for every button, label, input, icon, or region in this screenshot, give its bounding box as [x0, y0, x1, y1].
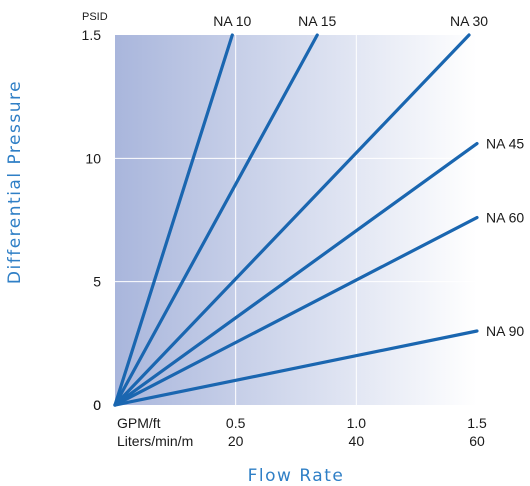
x-unit-label-gpm: GPM/ft	[117, 415, 161, 431]
series-label: NA 30	[450, 13, 488, 29]
series-line-na-30	[113, 33, 471, 407]
series-label: NA 60	[486, 210, 524, 226]
y-tick-label: 0	[93, 397, 101, 413]
y-tick-label: 1.5	[82, 27, 102, 43]
x-tick-label-gpm: 1.5	[467, 415, 487, 431]
series-label: NA 90	[486, 323, 524, 339]
x-tick-label-lpm: 40	[349, 433, 365, 449]
x-tick-label-gpm: 0.5	[226, 415, 246, 431]
series-line-na-10	[113, 33, 234, 407]
origin-label: 0	[93, 397, 101, 413]
x-tick-label-gpm: 1.0	[347, 415, 367, 431]
x-tick-label-lpm: 20	[228, 433, 244, 449]
series-label: NA 45	[486, 136, 524, 152]
y-unit-label: PSID	[82, 11, 108, 23]
y-tick-label: 5	[93, 274, 101, 290]
series-line-na-60	[113, 215, 479, 407]
y-tick-label: 10	[85, 150, 101, 166]
series-line-na-15	[113, 33, 319, 407]
x-axis-title: Flow Rate	[248, 466, 345, 486]
series-label: NA 10	[213, 13, 251, 29]
x-unit-label-lpm: Liters/min/m	[117, 433, 193, 449]
y-axis-title: Differential Pressure	[5, 80, 25, 284]
series-label: NA 15	[298, 13, 336, 29]
series-line-na-90	[113, 329, 479, 407]
series-line-na-45	[113, 141, 479, 407]
x-tick-label-lpm: 60	[469, 433, 485, 449]
